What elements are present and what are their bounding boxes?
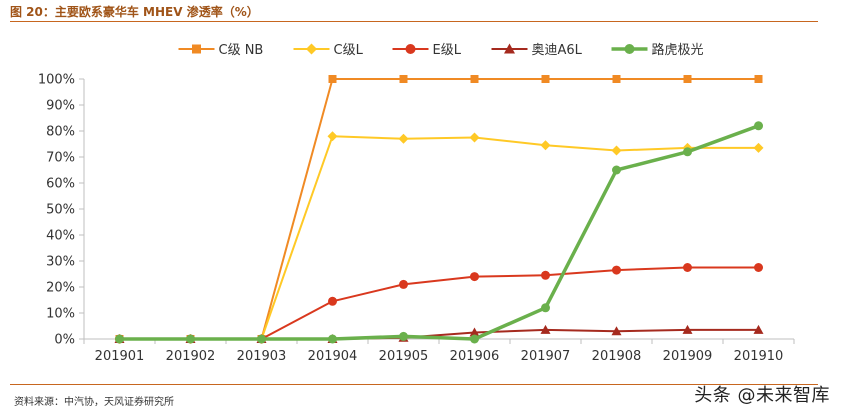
data-point — [754, 75, 763, 83]
legend-item-5: 路虎极光 — [611, 42, 704, 58]
x-tick-label: 201909 — [663, 349, 713, 364]
data-point — [541, 75, 550, 83]
data-point — [470, 75, 479, 83]
data-point — [753, 142, 764, 153]
data-point — [683, 263, 692, 272]
y-tick-label: 60% — [46, 177, 75, 192]
legend: C级 NB C级L E级L 奥迪A6L 路虎极光 — [178, 42, 704, 58]
line-chart: C级 NB C级L E级L 奥迪A6L 路虎极光 0% 10% 20% 30% 40% 50% 60… — [38, 42, 795, 364]
y-tick-label: 90% — [46, 99, 75, 114]
legend-item-1: C级 NB — [178, 43, 264, 58]
figure-title: 图 20：主要欧系豪华车 MHEV 渗透率（%） — [10, 5, 259, 19]
data-point — [398, 133, 409, 144]
data-point — [115, 334, 124, 344]
data-point — [612, 265, 621, 275]
legend-label: E级L — [433, 43, 462, 58]
series-line — [119, 124, 760, 341]
y-tick-label: 10% — [46, 307, 75, 322]
x-tick-label: 201902 — [166, 349, 216, 364]
legend-item-2: C级L — [293, 43, 364, 58]
legend-label: 奥迪A6L — [532, 43, 583, 58]
x-tick-label: 201903 — [237, 349, 287, 364]
data-point — [683, 75, 692, 83]
legend-marker — [306, 43, 317, 55]
legend-item-4: 奥迪A6L — [491, 43, 583, 58]
legend-label: C级L — [334, 43, 364, 58]
series-line — [119, 78, 759, 340]
top-divider — [10, 21, 818, 22]
data-point — [327, 131, 338, 142]
legend-marker — [405, 44, 416, 54]
series-3 — [115, 263, 763, 344]
data-point — [399, 75, 408, 83]
watermark: 头条 @未来智库 — [694, 385, 830, 406]
y-tick-label: 100% — [38, 73, 75, 88]
x-tick-label: 201906 — [450, 349, 500, 364]
y-tick-label: 80% — [46, 125, 75, 140]
data-point — [399, 279, 408, 289]
data-point — [612, 165, 621, 175]
data-point — [470, 334, 479, 344]
source-note: 资料来源：中汽协，天风证券研究所 — [14, 397, 174, 408]
x-tick-label: 201905 — [379, 349, 429, 364]
x-tick-label: 201904 — [308, 349, 358, 364]
data-point — [328, 296, 337, 306]
series-layer — [114, 75, 764, 344]
x-tick-label: 201901 — [95, 349, 145, 364]
legend-marker — [192, 44, 201, 54]
data-point — [469, 132, 480, 143]
data-point — [612, 75, 621, 83]
x-tick-label: 201908 — [592, 349, 642, 364]
data-point — [541, 270, 550, 280]
x-tick-label: 201910 — [734, 349, 784, 364]
y-tick-label: 30% — [46, 255, 75, 270]
y-axis: 0% 10% 20% 30% 40% 50% 60% 70% 80% 90% 100% — [38, 73, 85, 348]
data-point — [754, 263, 763, 272]
bottom-divider — [10, 384, 818, 385]
legend-item-3: E级L — [392, 43, 462, 58]
series-5 — [115, 121, 763, 344]
legend-marker — [624, 44, 635, 54]
x-tick-label: 201907 — [521, 349, 571, 364]
data-point — [753, 324, 764, 334]
series-2 — [114, 131, 764, 344]
data-point — [257, 334, 266, 344]
data-point — [399, 331, 408, 341]
y-tick-label: 40% — [46, 229, 75, 244]
legend-label: C级 NB — [219, 43, 264, 58]
data-point — [328, 75, 337, 83]
data-point — [541, 303, 550, 313]
data-point — [470, 272, 479, 282]
y-tick-label: 0% — [54, 333, 75, 348]
data-point — [754, 121, 763, 131]
data-point — [683, 147, 692, 157]
data-point — [469, 327, 480, 337]
legend-label: 路虎极光 — [652, 42, 704, 58]
data-point — [611, 145, 622, 156]
series-line — [119, 135, 759, 340]
series-1 — [115, 75, 763, 343]
y-tick-label: 70% — [46, 151, 75, 166]
data-point — [328, 334, 337, 344]
series-line — [119, 266, 759, 340]
data-point — [540, 324, 551, 334]
data-point — [682, 324, 693, 334]
data-point — [540, 140, 551, 151]
y-tick-label: 50% — [46, 203, 75, 218]
legend-marker — [504, 43, 515, 54]
data-point — [611, 326, 622, 336]
y-tick-label: 20% — [46, 281, 75, 296]
data-point — [186, 334, 195, 344]
